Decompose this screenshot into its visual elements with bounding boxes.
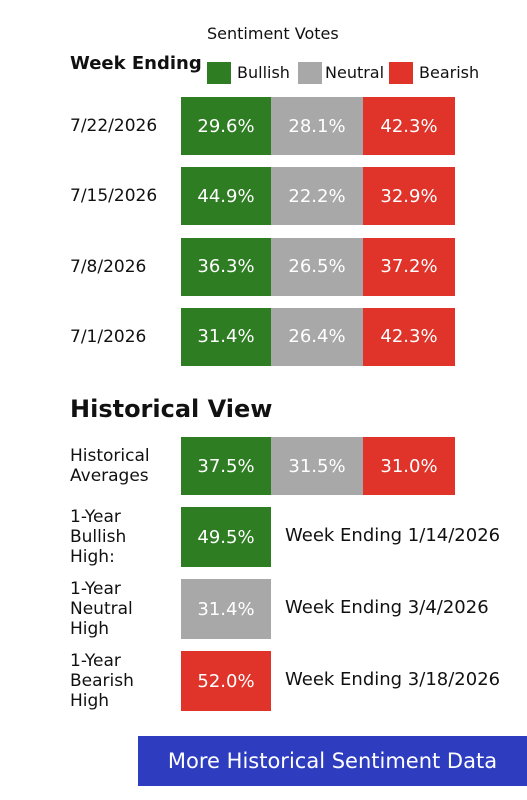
week-date: 7/22/2026 bbox=[70, 116, 158, 136]
cell: 31.4% bbox=[181, 579, 271, 639]
cell: 44.9% bbox=[181, 167, 271, 226]
cell: 52.0% bbox=[181, 651, 271, 711]
legend-swatch bbox=[207, 62, 231, 84]
cell: 37.2% bbox=[363, 237, 455, 296]
week-note: Week Ending 3/4/2026 bbox=[285, 597, 489, 618]
legend-swatch bbox=[389, 62, 413, 84]
legend-label: Neutral bbox=[325, 63, 385, 82]
section-title: Historical View bbox=[70, 395, 273, 423]
cell: 42.3% bbox=[363, 307, 455, 366]
cell: 28.1% bbox=[271, 97, 363, 155]
week-note: Week Ending 3/18/2026 bbox=[285, 669, 501, 690]
week-note: Week Ending 1/14/2026 bbox=[285, 525, 501, 546]
cell: 26.5% bbox=[271, 237, 363, 296]
week-date: 7/15/2026 bbox=[70, 186, 158, 207]
cell: 31.4% bbox=[181, 307, 271, 366]
cell: 37.5% bbox=[181, 437, 271, 495]
row-label: 1-Year Bullish High: bbox=[70, 507, 127, 567]
cell: 49.5% bbox=[181, 507, 271, 567]
week-date: 7/1/2026 bbox=[70, 326, 147, 347]
row-label: 1-Year Bearish High bbox=[70, 651, 134, 711]
legend-label: Bearish bbox=[419, 63, 480, 82]
legend-swatch bbox=[298, 62, 322, 84]
week-date: 7/8/2026 bbox=[70, 256, 147, 277]
more-data-button[interactable]: More Historical Sentiment Data bbox=[138, 736, 527, 786]
panel-title: Sentiment Votes bbox=[207, 24, 339, 43]
cell: 36.3% bbox=[181, 237, 271, 296]
row-label: 1-Year Neutral High bbox=[70, 579, 133, 639]
row-label: Historical Averages bbox=[70, 446, 150, 486]
cell: 42.3% bbox=[363, 97, 455, 155]
cell: 29.6% bbox=[181, 97, 271, 155]
cell: 26.4% bbox=[271, 307, 363, 366]
cell: 32.9% bbox=[363, 167, 455, 226]
cell: 22.2% bbox=[271, 167, 363, 226]
week-label: Week Ending bbox=[70, 53, 202, 74]
legend-label: Bullish bbox=[237, 63, 290, 82]
cell: 31.0% bbox=[363, 437, 455, 495]
cell: 31.5% bbox=[271, 437, 363, 495]
